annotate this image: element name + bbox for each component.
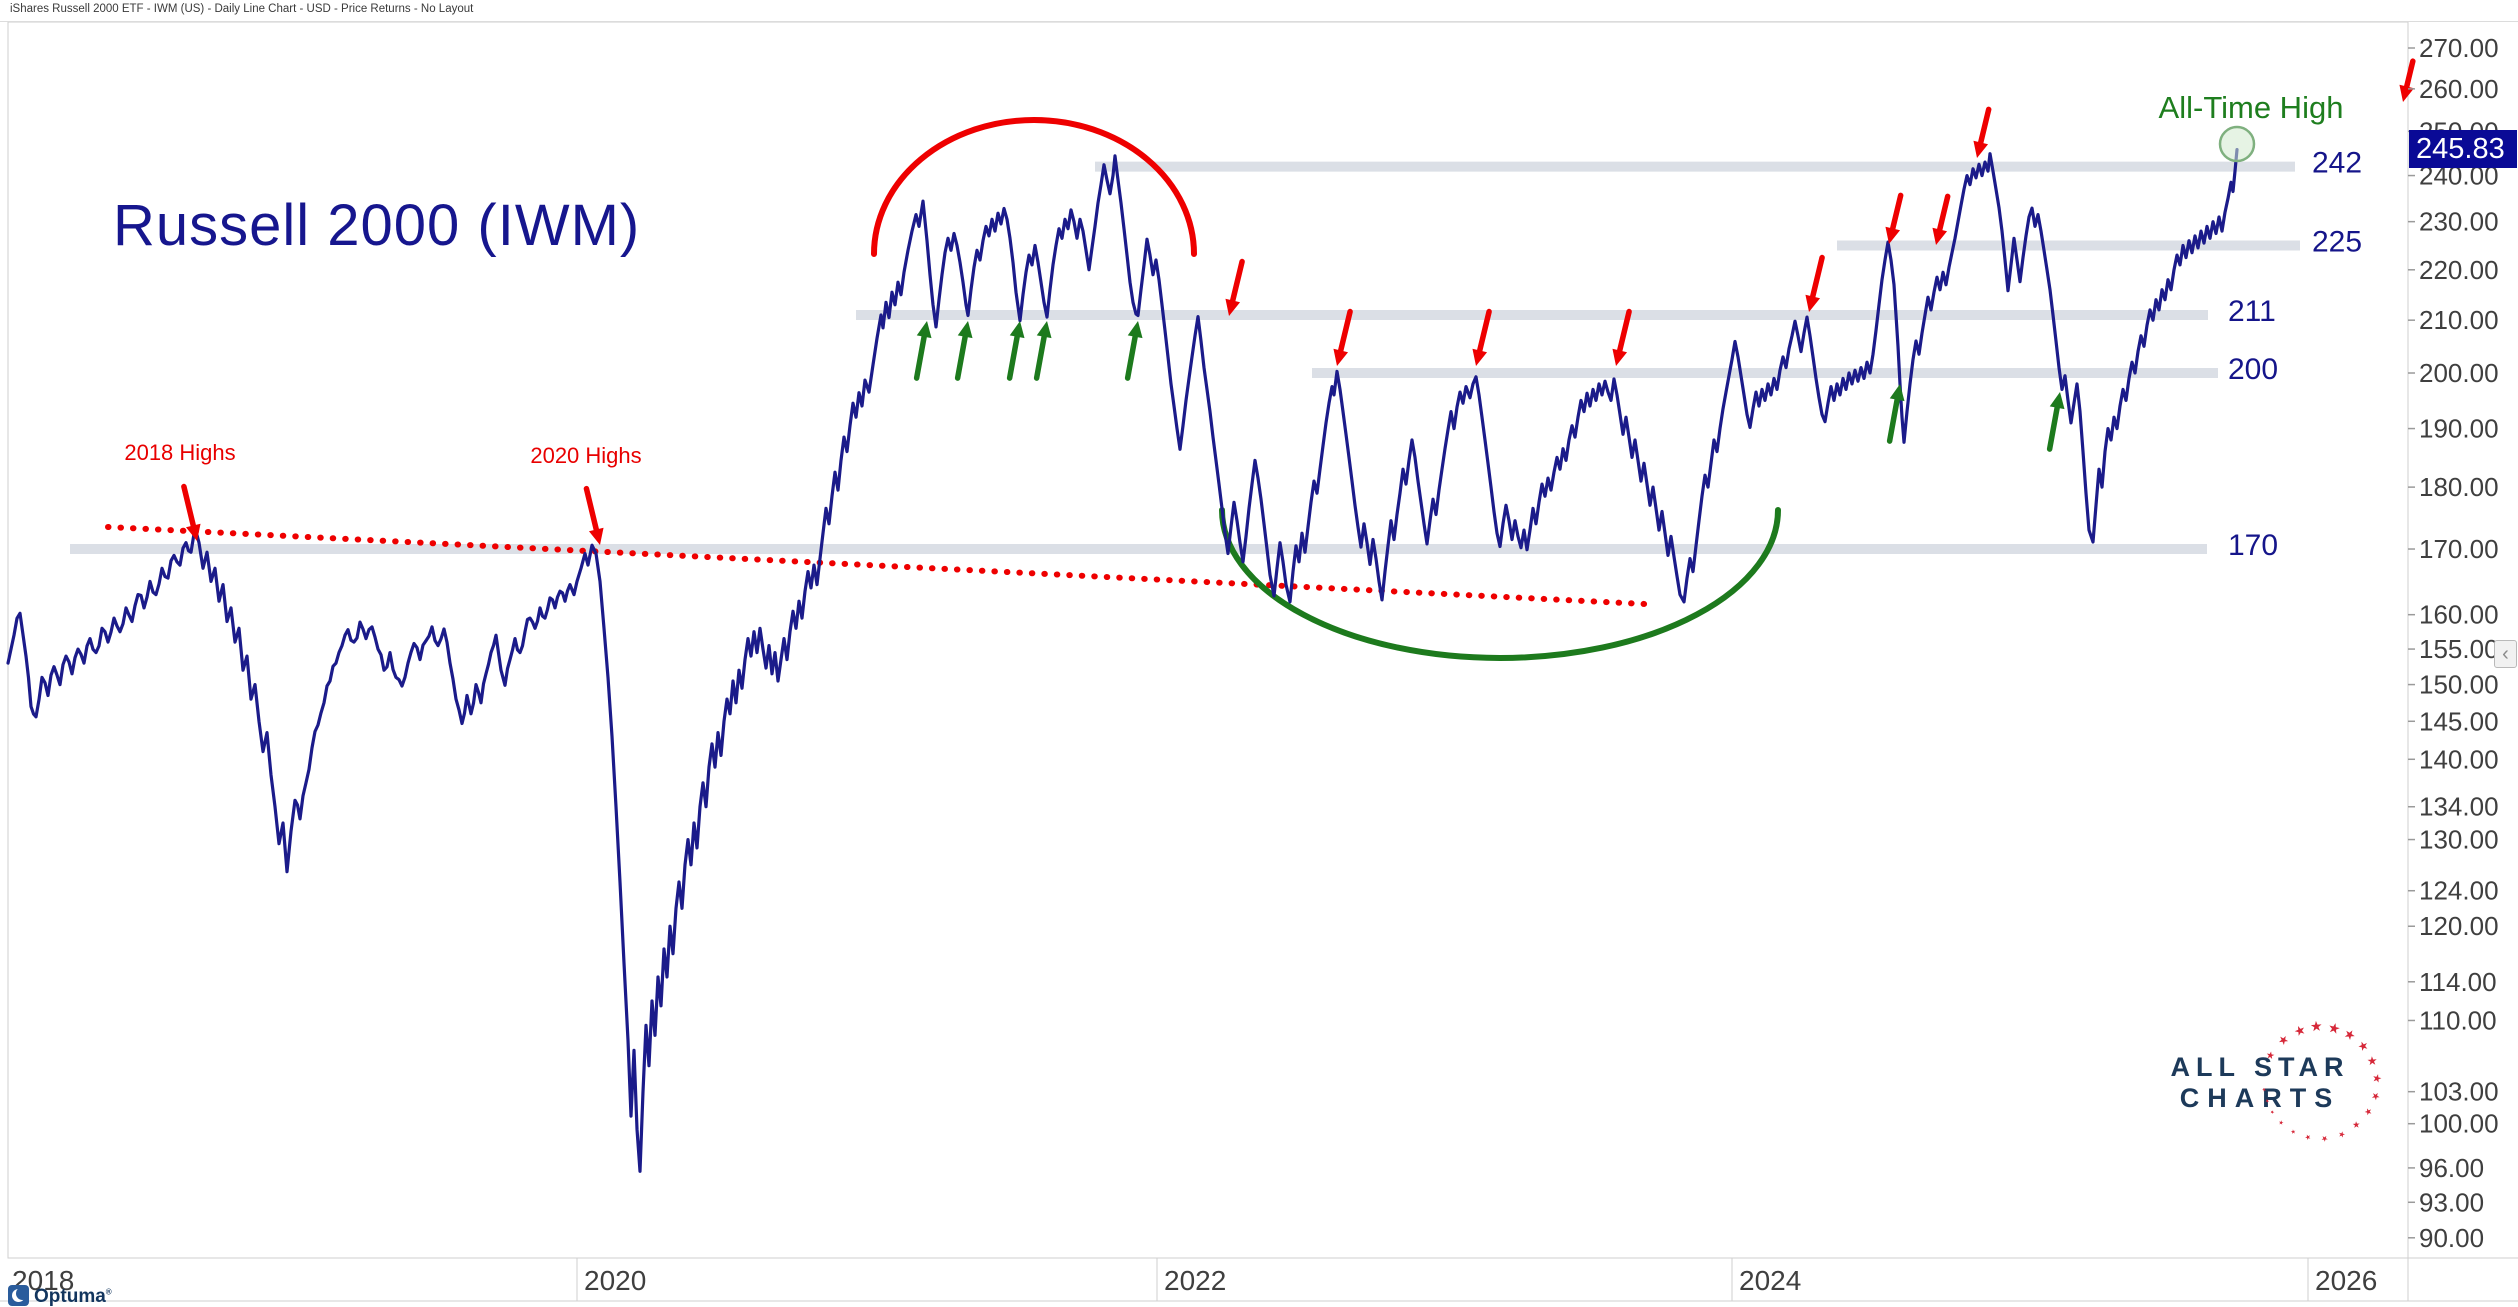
watermark-star-icon: ★: [2370, 1072, 2384, 1084]
trendline-2018-2020-highs: [105, 524, 1648, 607]
red-arrow-9-head: [1932, 227, 1948, 245]
price-axis-label-270.00: 270.00: [2419, 33, 2499, 63]
green-arrow-1: [913, 333, 927, 381]
price-line-series: [6, 148, 2239, 1173]
red-arrow-10-head: [1973, 140, 1989, 158]
red-arrow-2: [583, 485, 600, 533]
window-title: iShares Russell 2000 ETF - IWM (US) - Da…: [10, 3, 474, 15]
arc-2021-distribution: [871, 117, 1197, 257]
red-arrow-10: [1977, 106, 1992, 146]
price-axis-label-120.00: 120.00: [2419, 911, 2499, 941]
red-arrow-8: [1889, 192, 1904, 232]
price-axis-label-180.00: 180.00: [2419, 472, 2499, 502]
watermark-star-icon: ★: [2368, 1089, 2382, 1102]
ath-circle-marker: [2218, 125, 2256, 163]
price-axis-label-210.00: 210.00: [2419, 305, 2499, 335]
price-axis-label-93.00: 93.00: [2419, 1187, 2484, 1217]
green-arrow-6: [1886, 396, 1900, 444]
time-axis-drag-area[interactable]: [8, 1258, 2408, 1301]
price-axis-label-220.00: 220.00: [2419, 255, 2499, 285]
price-axis-label-260.00: 260.00: [2419, 74, 2499, 104]
red-arrow-1-head: [185, 523, 201, 541]
watermark-star-icon: ★: [2263, 1097, 2271, 1104]
price-axis-label-170.00: 170.00: [2419, 534, 2499, 564]
watermark-star-icon: ★: [2325, 1018, 2342, 1037]
price-axis-label-230.00: 230.00: [2419, 207, 2499, 237]
level-label-225: 225: [2312, 225, 2362, 258]
green-arrow-5-head: [1127, 321, 1143, 339]
price-axis-label-90.00: 90.00: [2419, 1223, 2484, 1253]
time-axis-label-2022: 2022: [1164, 1265, 1226, 1296]
price-axis-label-140.00: 140.00: [2419, 744, 2499, 774]
red-arrow-1: [181, 483, 197, 529]
price-axis-label-100.00: 100.00: [2419, 1109, 2499, 1139]
price-axis-label-190.00: 190.00: [2419, 414, 2499, 444]
red-arrow-11: [2403, 58, 2416, 90]
price-axis-label-130.00: 130.00: [2419, 825, 2499, 855]
red-arrow-8-head: [1885, 226, 1901, 244]
price-axis-label-103.00: 103.00: [2419, 1077, 2499, 1107]
red-arrow-3-head: [1225, 298, 1241, 316]
watermark-star-icon: ★: [2309, 1017, 2324, 1035]
green-arrow-1-head: [916, 321, 932, 339]
allstarcharts-watermark: ALL STAR CHARTS: [2160, 1052, 2360, 1114]
chart-title: Russell 2000 (IWM): [113, 193, 641, 258]
green-arrow-4-head: [1036, 321, 1052, 339]
level-label-211: 211: [2228, 295, 2276, 328]
green-arrow-5: [1124, 333, 1138, 381]
last-price-badge: 245.83: [2409, 130, 2517, 168]
label-all-time-high: All-Time High: [2158, 90, 2344, 125]
optuma-logo-icon: [8, 1285, 29, 1306]
red-arrow-7-head: [1805, 294, 1821, 312]
optuma-logo-text: Optuma®: [34, 1286, 112, 1307]
price-axis-label-160.00: 160.00: [2419, 600, 2499, 630]
price-axis-label-200.00: 200.00: [2419, 358, 2499, 388]
price-axis-label-145.00: 145.00: [2419, 706, 2499, 736]
red-arrow-6-head: [1612, 348, 1628, 366]
green-arrow-2-head: [957, 321, 973, 339]
red-arrow-4-head: [1333, 348, 1349, 366]
red-arrow-7: [1809, 254, 1825, 300]
level-label-242: 242: [2312, 147, 2362, 180]
price-axis-label-110.00: 110.00: [2419, 1005, 2497, 1035]
green-arrow-7-head: [2049, 392, 2065, 410]
red-arrow-2-head: [588, 527, 604, 545]
green-arrow-7: [2046, 404, 2060, 452]
green-arrow-6-head: [1889, 384, 1905, 402]
price-axis-label-155.00: 155.00: [2419, 634, 2499, 664]
red-arrow-5-head: [1472, 348, 1488, 366]
red-arrow-4: [1337, 308, 1353, 354]
watermark-line2: CHARTS: [2179, 1083, 2341, 1113]
price-axis-label-114.00: 114.00: [2419, 967, 2497, 997]
time-axis-label-2020: 2020: [584, 1265, 646, 1296]
red-arrow-9: [1936, 193, 1951, 233]
time-axis-label-2026: 2026: [2315, 1265, 2377, 1296]
axis-collapse-button[interactable]: ‹: [2494, 640, 2517, 668]
red-arrow-6: [1616, 308, 1632, 354]
price-axis-label-124.00: 124.00: [2419, 876, 2499, 906]
price-axis-label-150.00: 150.00: [2419, 670, 2499, 700]
green-arrow-4: [1033, 333, 1047, 381]
time-axis-label-2024: 2024: [1739, 1265, 1801, 1296]
green-arrow-3: [1006, 333, 1020, 381]
watermark-star-icon: ★: [2320, 1133, 2329, 1144]
red-arrow-3: [1229, 258, 1245, 304]
label-2018-highs: 2018 Highs: [124, 440, 236, 465]
watermark-line1: ALL STAR: [2170, 1052, 2350, 1082]
arc-2022-2023-base: [1219, 507, 1781, 661]
price-axis-label-134.00: 134.00: [2419, 792, 2499, 822]
green-arrow-2: [954, 333, 968, 381]
level-label-200: 200: [2228, 353, 2278, 386]
level-label-170: 170: [2228, 529, 2278, 562]
green-arrow-3-head: [1009, 321, 1025, 339]
label-2020-highs: 2020 Highs: [530, 443, 642, 468]
price-axis-label-96.00: 96.00: [2419, 1153, 2484, 1183]
red-arrow-5: [1476, 308, 1492, 354]
